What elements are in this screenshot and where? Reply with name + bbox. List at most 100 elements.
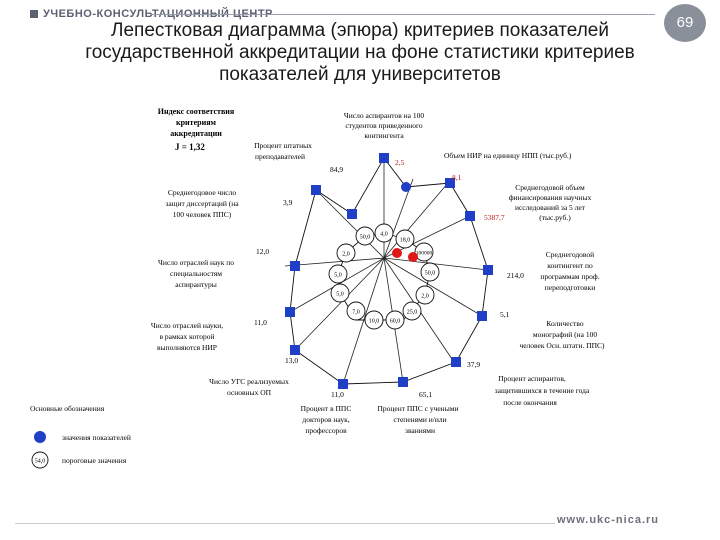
axis-label-line: защитившихся в течение года bbox=[495, 386, 590, 395]
threshold-value: 100000 bbox=[416, 251, 433, 257]
value-label: 214,0 bbox=[507, 271, 524, 280]
axis-label-line: защит диссертаций (на bbox=[165, 199, 239, 208]
value-marker bbox=[465, 211, 475, 221]
value-marker bbox=[401, 182, 411, 192]
slide-title: Лепестковая диаграмма (эпюра) критериев … bbox=[85, 20, 635, 85]
value-label: 65,1 bbox=[419, 390, 432, 399]
value-marker bbox=[347, 209, 357, 219]
spokes bbox=[284, 158, 489, 385]
axis-label-line: Среднегодовое число bbox=[168, 188, 237, 197]
threshold-value: 10,0 bbox=[369, 319, 380, 325]
threshold-marker: 60,0 bbox=[385, 310, 405, 330]
value-marker bbox=[338, 379, 348, 389]
axis-label-line: в рамках которой bbox=[159, 332, 214, 341]
axis-label-line: Процент штатных bbox=[254, 141, 312, 150]
threshold-marker: 5,0 bbox=[328, 264, 348, 284]
value-marker bbox=[445, 178, 455, 188]
axis-label: Число отраслей науки, в рамках которой в… bbox=[151, 321, 223, 352]
axis-label-line: Число отраслей наук по bbox=[158, 258, 234, 267]
value-marker-red bbox=[408, 252, 418, 262]
spoke bbox=[383, 257, 483, 317]
axis-label-line: Среднегодовой объем bbox=[515, 183, 585, 192]
spoke bbox=[383, 178, 414, 259]
legend-title: Основные обозначения bbox=[30, 404, 105, 413]
threshold-marker: 4,0 bbox=[374, 223, 394, 243]
value-label: 13,0 bbox=[285, 356, 298, 365]
spoke bbox=[383, 257, 489, 271]
spoke bbox=[315, 189, 385, 259]
axis-label-line: степенями и/или bbox=[393, 415, 446, 424]
axis-label: Число отраслей наук по специальностям ас… bbox=[158, 258, 234, 289]
value-marker bbox=[483, 265, 493, 275]
legend-item-value: значения показателей bbox=[62, 433, 131, 442]
axis-label-line: званиями bbox=[405, 426, 435, 435]
axis-label-line: переподготовки bbox=[545, 283, 595, 292]
axis-label-line: программам проф. bbox=[540, 272, 599, 281]
axis-label: Количество монографий (на 100 человек Ос… bbox=[519, 319, 605, 350]
threshold-marker: 5,0 bbox=[330, 283, 350, 303]
threshold-value: 18,0 bbox=[400, 238, 411, 244]
axis-label: Среднегодовой контингент по программам п… bbox=[540, 250, 599, 292]
axis-label-line: профессоров bbox=[305, 426, 347, 435]
legend-threshold-icon bbox=[31, 451, 49, 469]
axis-label: Процент ППС с учеными степенями и/или зв… bbox=[377, 404, 458, 435]
value-label: 84,9 bbox=[330, 165, 343, 174]
value-label: 5,1 bbox=[500, 310, 510, 319]
threshold-marker: 50,0 bbox=[420, 262, 440, 282]
threshold-value: 50,0 bbox=[425, 271, 436, 277]
axis-label: Процент аспирантов, защитившихся в течен… bbox=[495, 374, 590, 407]
axis-label-line: финансирования научных bbox=[509, 193, 592, 202]
index-value: J = 1,32 bbox=[175, 142, 205, 152]
value-label: 3,9 bbox=[283, 198, 293, 207]
page-number-badge: 69 bbox=[664, 4, 706, 42]
threshold-value: 2,0 bbox=[342, 252, 350, 258]
spoke bbox=[284, 257, 385, 267]
threshold-marker: 25,0 bbox=[402, 301, 422, 321]
index-line: Индекс соответствия bbox=[158, 107, 235, 116]
value-label: 8,1 bbox=[452, 173, 462, 182]
axis-label-line: Объем НИР на единицу НПП (тыс.руб.) bbox=[444, 151, 572, 160]
value-marker bbox=[379, 153, 389, 163]
axis-label-line: после окончания bbox=[503, 398, 557, 407]
axis-label-line: Количество bbox=[546, 319, 583, 328]
axis-label: Число аспирантов на 100 студентов привед… bbox=[344, 111, 424, 140]
axis-label: Процент штатных преподавателей bbox=[254, 141, 312, 161]
value-marker bbox=[477, 311, 487, 321]
threshold-value: 60,0 bbox=[390, 319, 401, 325]
value-marker bbox=[451, 357, 461, 367]
value-marker bbox=[285, 307, 295, 317]
axis-label-line: Процент ППС с учеными bbox=[377, 404, 458, 413]
index-line: аккредитации bbox=[170, 129, 222, 138]
axis-label-line: (тыс.руб.) bbox=[539, 213, 571, 222]
threshold-marker: 50,0 bbox=[355, 226, 375, 246]
logo-square-icon bbox=[30, 10, 38, 19]
threshold-value: 50,0 bbox=[360, 235, 371, 241]
axis-label-line: Число УГС реализуемых bbox=[209, 377, 289, 386]
axis-label-line: 100 человек ППС) bbox=[173, 210, 232, 219]
footer-url: www.ukc-nica.ru bbox=[557, 514, 660, 526]
legend-value-icon bbox=[34, 431, 46, 443]
legend: Основные обозначения значения показателе… bbox=[30, 404, 131, 469]
header-divider bbox=[150, 14, 655, 15]
axis-label-line: Процент аспирантов, bbox=[498, 374, 566, 383]
axis-label-line: докторов наук, bbox=[302, 415, 349, 424]
value-label: 5387,7 bbox=[484, 213, 505, 222]
axis-label-line: контингента bbox=[364, 131, 404, 140]
footer-divider bbox=[15, 523, 555, 524]
value-label: 11,0 bbox=[331, 390, 344, 399]
axis-label-line: специальностям bbox=[170, 269, 222, 278]
index-line: критериям bbox=[176, 118, 217, 127]
spoke bbox=[294, 257, 385, 351]
value-marker-red bbox=[392, 248, 402, 258]
threshold-value: 5,0 bbox=[334, 273, 342, 279]
threshold-value: 7,0 bbox=[352, 310, 360, 316]
threshold-marker: 18,0 bbox=[395, 229, 415, 249]
value-marker bbox=[398, 377, 408, 387]
axis-label: Среднегодовое число защит диссертаций (н… bbox=[165, 188, 239, 219]
value-label: 2,5 bbox=[395, 158, 405, 167]
value-markers bbox=[285, 153, 493, 389]
axis-label: Объем НИР на единицу НПП (тыс.руб.) bbox=[444, 151, 572, 160]
value-label: 11,0 bbox=[254, 318, 267, 327]
threshold-marker: 7,0 bbox=[346, 301, 366, 321]
value-label: 12,0 bbox=[256, 247, 269, 256]
